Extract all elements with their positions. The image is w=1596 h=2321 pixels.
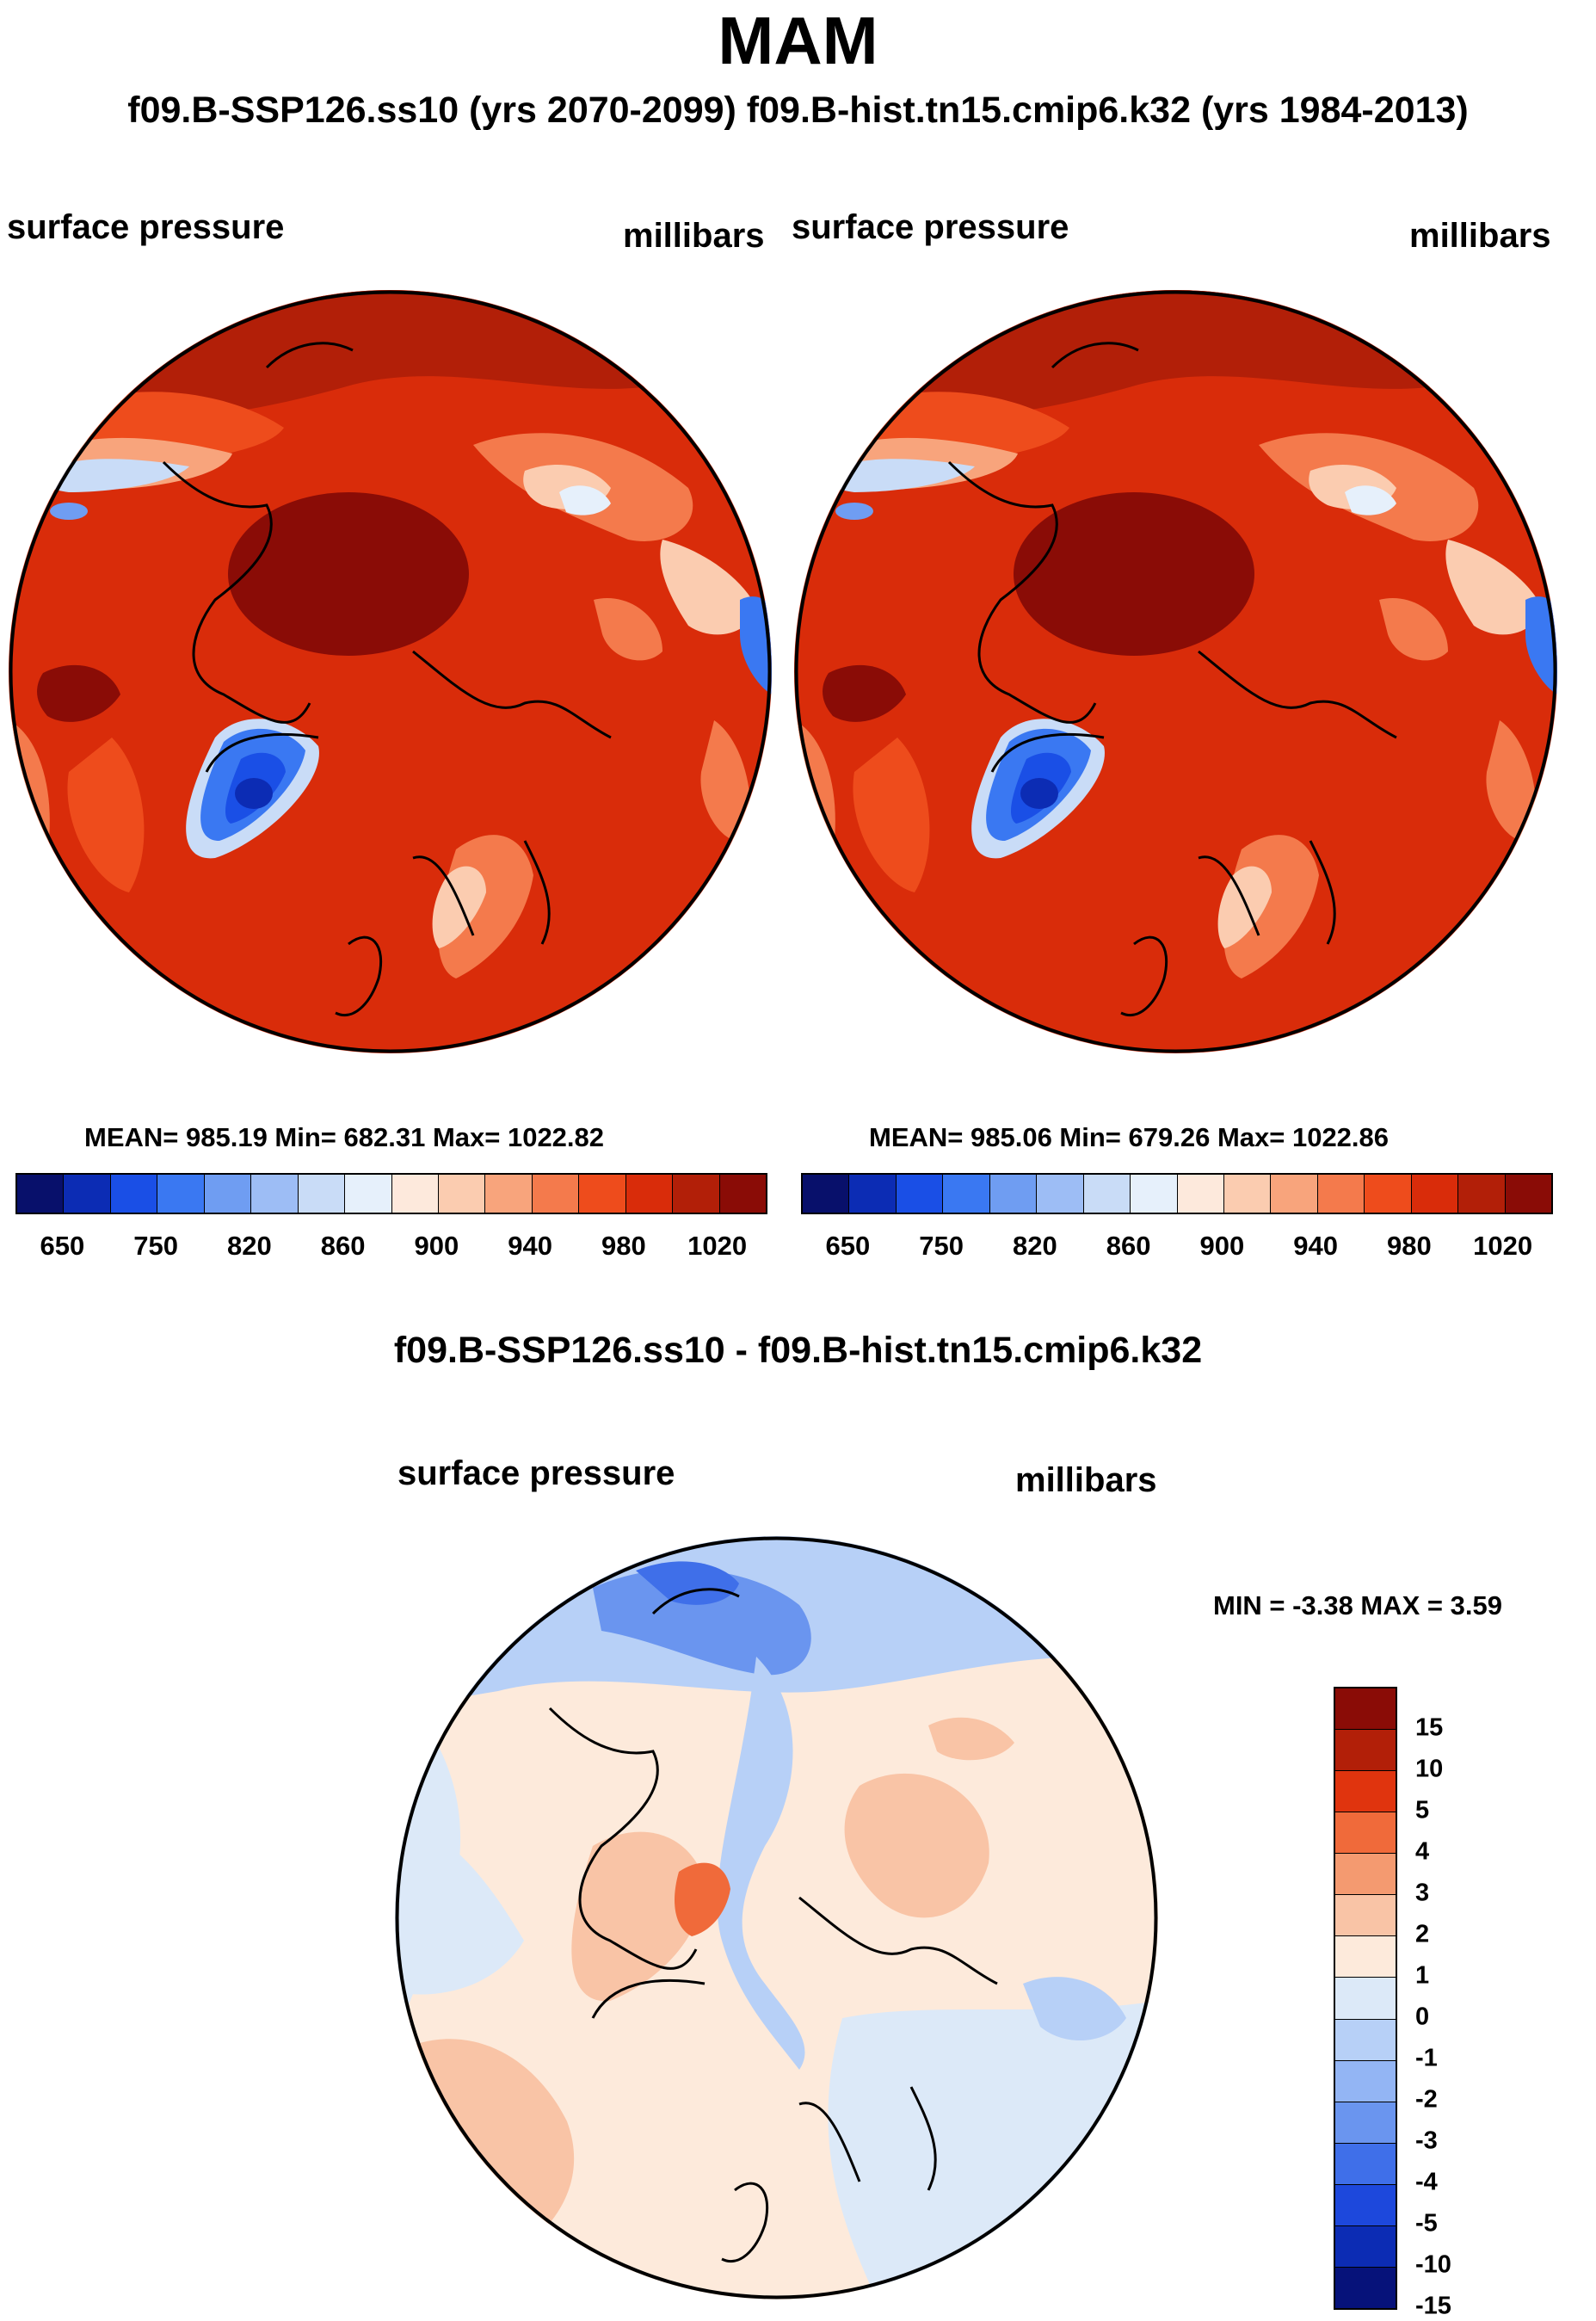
difference-title: f09.B-SSP126.ss10 - f09.B-hist.tn15.cmip… [393,1330,1203,1371]
colorbar-tick-label: 820 [1013,1231,1057,1261]
left-colorbar-ticks: 650 750 820 860 900 940 980 1020 [15,1231,764,1265]
diff-colorbar-swatch-8 [1335,2019,1396,2061]
colorbar-tick-label: 1020 [687,1231,748,1261]
colorbar-swatch-0 [17,1175,65,1213]
main-title: MAM [718,3,878,78]
diff-colorbar-swatch-6 [1335,1936,1396,1978]
colorbar-swatch-5 [1037,1175,1084,1213]
colorbar-swatch-11 [1317,1175,1365,1213]
diff-colorbar-swatch-3 [1335,1812,1396,1855]
colorbar-tick-label: 650 [40,1231,85,1261]
colorbar-swatch-13 [625,1175,674,1213]
colorbar-swatch-1 [849,1175,897,1213]
diff-colorbar-tick-label: 10 [1415,1755,1444,1783]
colorbar-tick-label: 750 [133,1231,178,1261]
page-subtitle: f09.B-SSP126.ss10 (yrs 2070-2099) f09.B-… [127,90,1469,131]
right-colorbar [801,1173,1553,1214]
left-stats: MEAN= 985.19 Min= 682.31 Max= 1022.82 [84,1122,605,1152]
diff-colorbar-tick-label: -4 [1415,2168,1438,2196]
left-units-label: millibars [623,217,765,255]
colorbar-swatch-4 [989,1175,1038,1213]
left-polar-map [9,290,772,1053]
diff-colorbar-swatch-13 [1335,2225,1396,2268]
colorbar-swatch-13 [1411,1175,1459,1213]
difference-min-max: MIN = -3.38 MAX = 3.59 [1213,1590,1502,1620]
colorbar-swatch-7 [1131,1175,1178,1213]
diff-colorbar-tick-label: 1 [1415,1961,1430,1990]
diff-colorbar-swatch-9 [1335,2060,1396,2102]
colorbar-tick-label: 1020 [1473,1231,1533,1261]
colorbar-swatch-2 [110,1175,158,1213]
diff-colorbar-tick-label: 3 [1415,1879,1430,1907]
diff-colorbar-tick-label: -10 [1415,2250,1451,2279]
diff-colorbar-swatch-1 [1335,1730,1396,1772]
colorbar-tick-label: 980 [1387,1231,1432,1261]
colorbar-swatch-4 [204,1175,252,1213]
diff-colorbar-tick-label: 0 [1415,2003,1430,2031]
right-colorbar-ticks: 650 750 820 860 900 940 980 1020 [801,1231,1550,1265]
colorbar-tick-label: 940 [1293,1231,1338,1261]
diff-colorbar-swatch-11 [1335,2143,1396,2185]
diff-colorbar-tick-label: -15 [1415,2292,1451,2320]
difference-polar-map [395,1536,1158,2299]
diff-colorbar-tick-label: -2 [1415,2085,1438,2114]
difference-colorbar [1334,1687,1397,2310]
left-variable-label: surface pressure [7,208,285,246]
diff-colorbar-tick-label: 15 [1415,1713,1444,1742]
diff-colorbar-tick-label: -3 [1415,2127,1438,2155]
diff-colorbar-tick-label: -5 [1415,2209,1438,2238]
right-polar-map [794,290,1557,1053]
diff-colorbar-swatch-0 [1335,1688,1396,1731]
right-units-label: millibars [1409,217,1551,255]
colorbar-swatch-12 [1365,1175,1412,1213]
diff-colorbar-tick-label: 2 [1415,1920,1430,1948]
difference-variable-label: surface pressure [397,1454,675,1492]
diff-colorbar-swatch-14 [1335,2267,1396,2308]
diff-colorbar-swatch-10 [1335,2102,1396,2144]
colorbar-swatch-15 [1505,1175,1551,1213]
colorbar-swatch-7 [345,1175,392,1213]
colorbar-tick-label: 980 [601,1231,646,1261]
colorbar-swatch-14 [1458,1175,1506,1213]
colorbar-swatch-10 [1271,1175,1318,1213]
colorbar-swatch-1 [64,1175,111,1213]
colorbar-swatch-8 [1177,1175,1224,1213]
colorbar-tick-label: 860 [320,1231,366,1261]
colorbar-swatch-2 [896,1175,944,1213]
colorbar-swatch-12 [579,1175,626,1213]
right-stats: MEAN= 985.06 Min= 679.26 Max= 1022.86 [869,1122,1390,1152]
colorbar-tick-label: 900 [1199,1231,1245,1261]
left-colorbar [15,1173,767,1214]
colorbar-swatch-11 [532,1175,580,1213]
colorbar-swatch-9 [438,1175,486,1213]
colorbar-tick-label: 750 [919,1231,964,1261]
diff-colorbar-tick-label: 4 [1415,1837,1430,1866]
colorbar-swatch-5 [251,1175,299,1213]
colorbar-tick-label: 900 [414,1231,459,1261]
colorbar-swatch-6 [1083,1175,1131,1213]
diff-colorbar-swatch-5 [1335,1895,1396,1937]
colorbar-swatch-9 [1223,1175,1272,1213]
diff-colorbar-swatch-2 [1335,1771,1396,1813]
right-variable-label: surface pressure [792,208,1069,246]
colorbar-swatch-3 [157,1175,205,1213]
colorbar-tick-label: 820 [227,1231,272,1261]
colorbar-swatch-6 [298,1175,346,1213]
colorbar-tick-label: 860 [1106,1231,1151,1261]
diff-colorbar-swatch-12 [1335,2184,1396,2226]
colorbar-swatch-14 [673,1175,720,1213]
colorbar-swatch-3 [943,1175,990,1213]
diff-colorbar-swatch-7 [1335,1978,1396,2020]
diff-colorbar-tick-label: 5 [1415,1796,1430,1824]
difference-colorbar-ticks: 15 10 5 4 3 2 1 0 -1 -2 -3 -4 -5 -10 -15 [1415,1687,1484,2320]
colorbar-swatch-15 [719,1175,766,1213]
colorbar-swatch-8 [391,1175,439,1213]
diff-colorbar-tick-label: -1 [1415,2044,1438,2072]
colorbar-tick-label: 650 [825,1231,871,1261]
colorbar-swatch-0 [803,1175,850,1213]
colorbar-swatch-10 [485,1175,533,1213]
colorbar-tick-label: 940 [508,1231,552,1261]
diff-colorbar-swatch-4 [1335,1854,1396,1896]
difference-units-label: millibars [1015,1461,1157,1499]
